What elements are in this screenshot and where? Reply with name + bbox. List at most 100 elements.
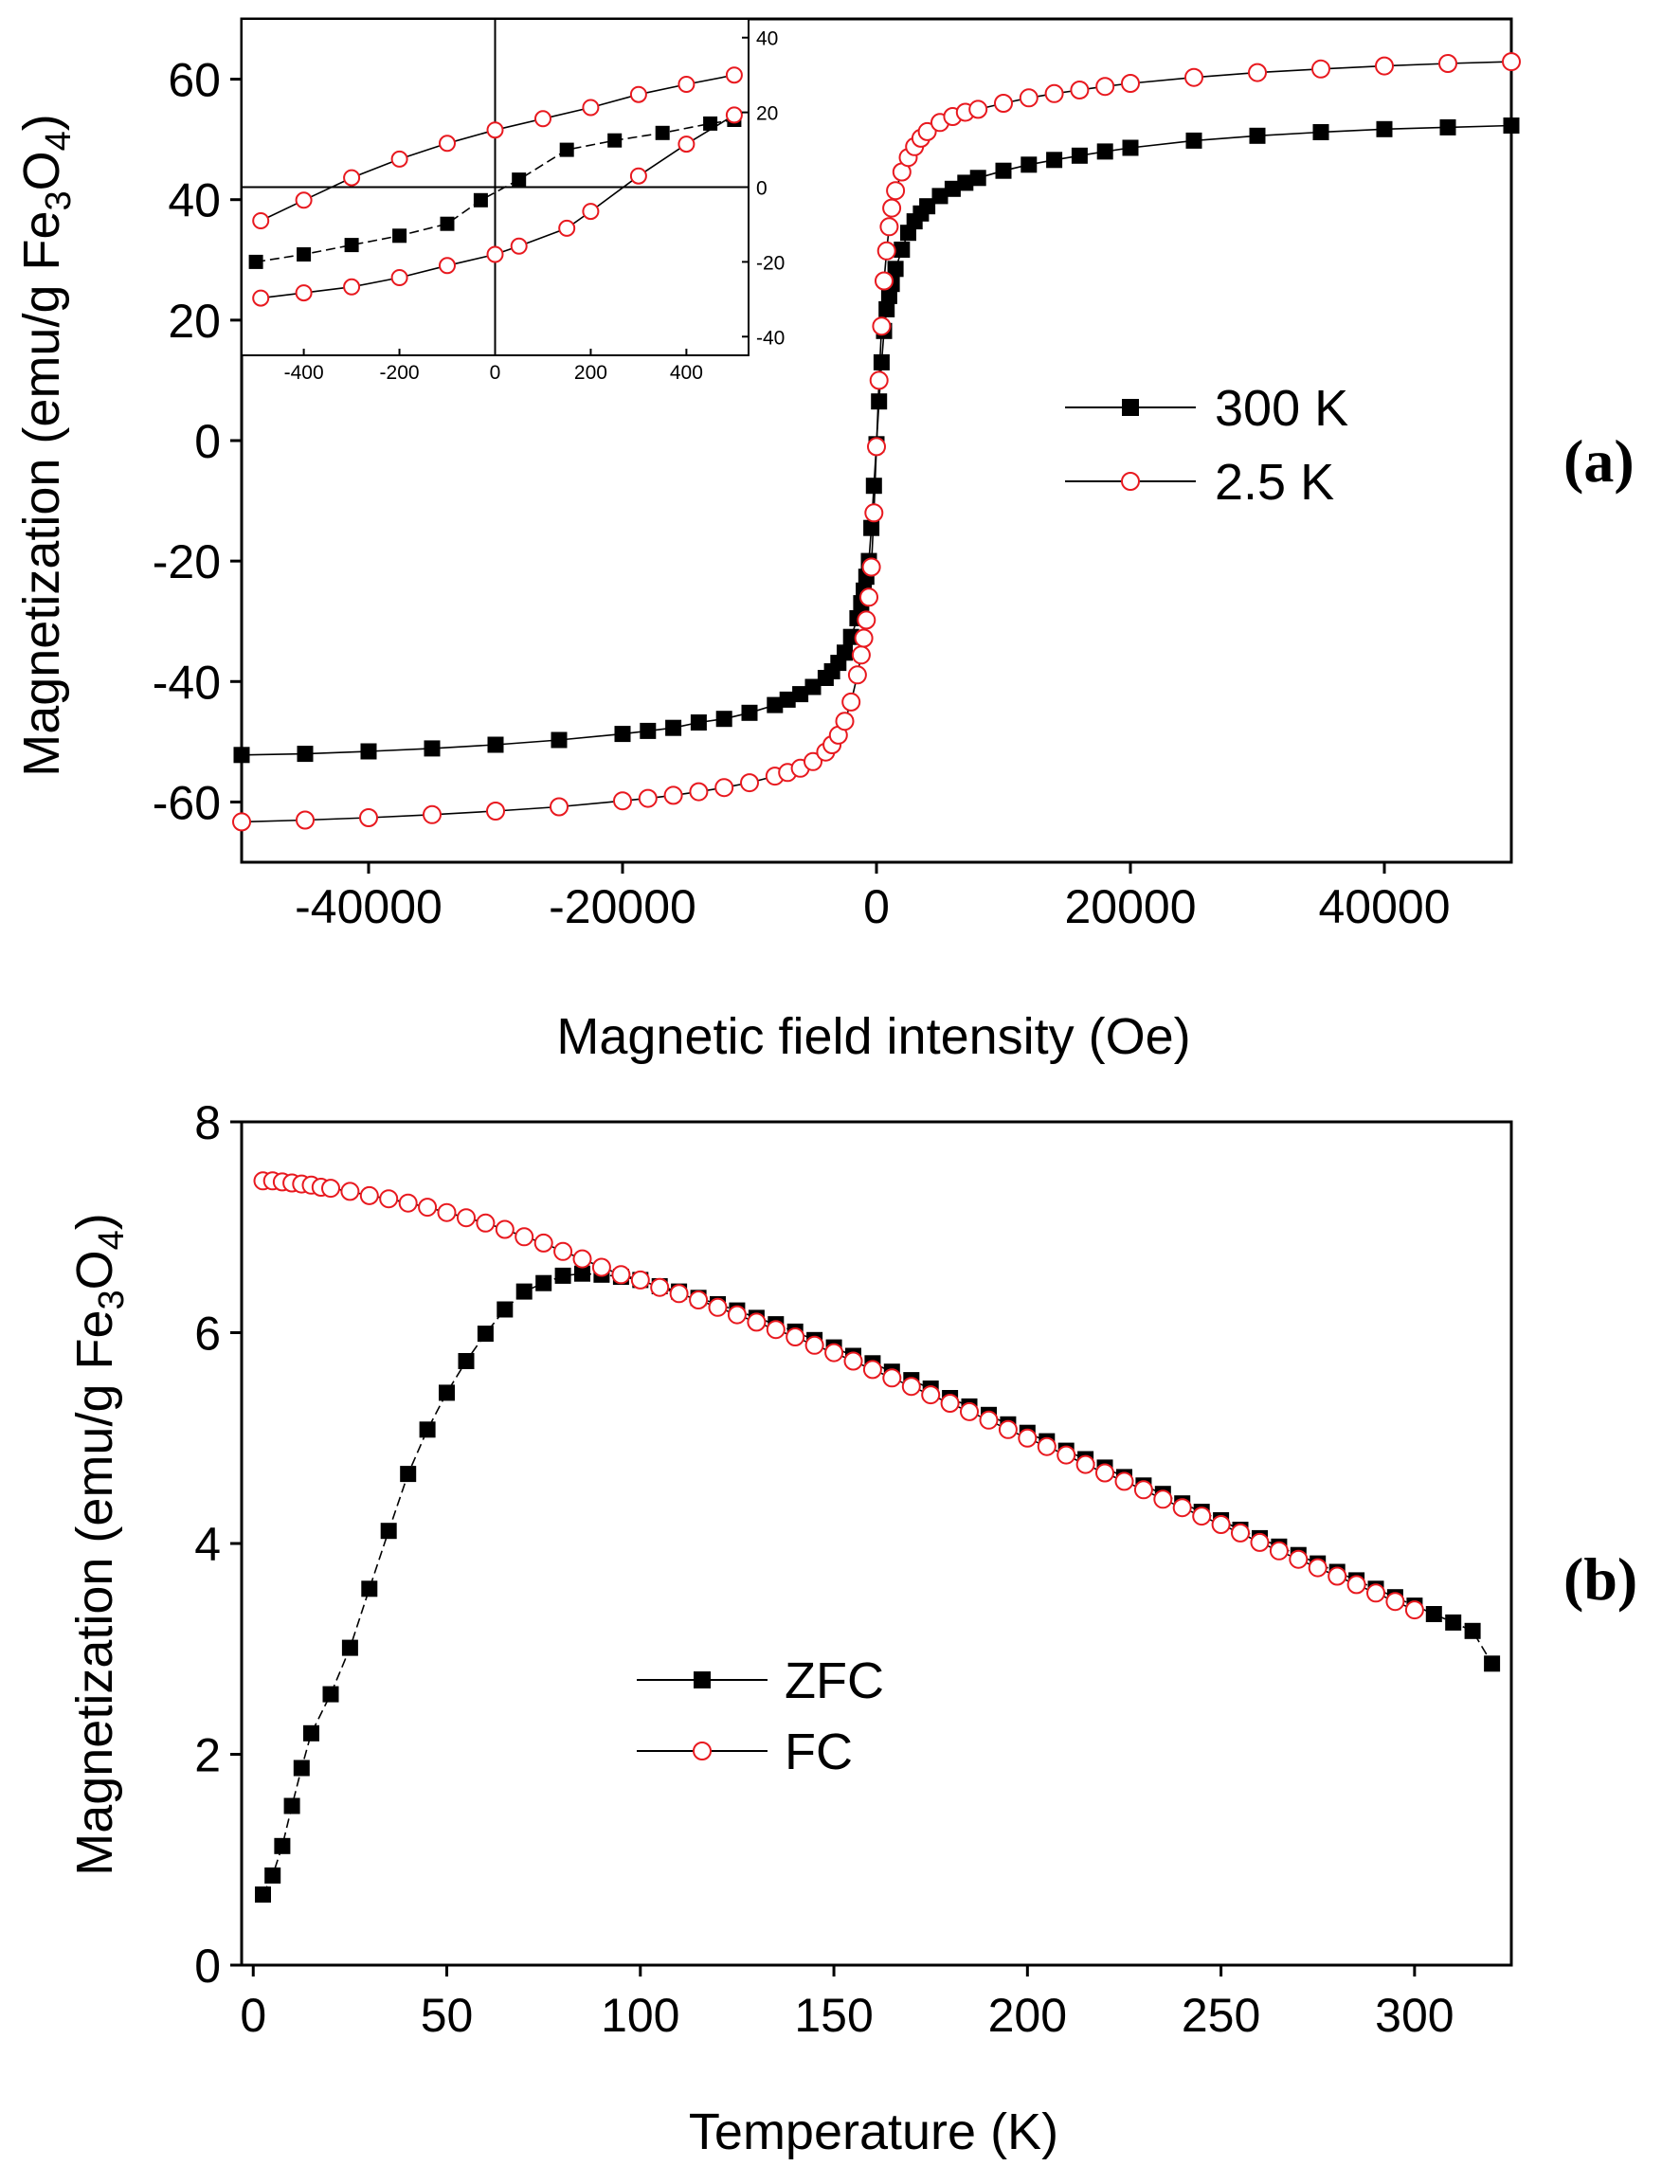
series-300k-point-35 [887,261,904,278]
inset-300k-point-9 [655,125,670,140]
chart-a-legend: 300 K 2.5 K [1065,380,1348,511]
series-fc-point-21 [591,1257,611,1277]
series-zfc-point-8 [361,1580,378,1597]
series-2-5k-point-11 [740,773,759,793]
series-300k-point-42 [944,180,961,197]
chart-a: -40000 -20000 0 20000 40000-60-40-200204060 … [13,17,1635,1065]
series-fc-point-9 [359,1185,379,1205]
x-tick-label: 0 [240,1989,266,2042]
series-300k-point-3 [424,740,441,757]
chart-b-ticks: 0 50 100 150 200 250 300 0 2 4 6 8 [194,1096,1454,2042]
inset-2-5k-asc-point-8 [582,203,600,221]
series-fc-point-49 [1133,1480,1153,1500]
x-tick-label: 300 [1375,1989,1454,2042]
series-300k-point-52 [1249,127,1266,144]
series-zfc-point-64 [1445,1614,1462,1631]
series-fc-point-31 [786,1327,805,1346]
series-300k-point-47 [1046,152,1063,169]
series-fc-point-44 [1037,1436,1057,1456]
series-fc-point-57 [1289,1549,1309,1569]
series-2-5k-point-0 [232,812,251,832]
legend-label-2-5k: 2.5 K [1215,454,1334,511]
series-fc-point-35 [862,1360,882,1380]
series-2-5k-point-27 [864,503,884,523]
inset-2-5k-desc-point-8 [629,85,647,103]
series-fc-point-51 [1172,1498,1192,1518]
series-300k-point-4 [487,736,504,753]
series-zfc-point-14 [477,1326,494,1343]
x-tick-label: -20000 [549,880,696,933]
inset-2-5k-desc-point-1 [295,191,313,209]
series-300k-point-5 [551,731,568,749]
legend-marker-300k [1122,399,1139,416]
x-tick-label: 200 [988,1989,1067,2042]
series-2-5k-point-51 [1184,67,1203,87]
inset-300k-line [255,118,735,263]
y-tick-label: 40 [168,174,221,227]
legend-label-300k: 300 K [1215,380,1348,437]
series-300k-point-10 [715,711,732,728]
y-tick-label: -60 [153,776,221,829]
series-fc-point-46 [1075,1454,1095,1474]
series-2-5k-point-24 [857,610,876,630]
series-2-5k-point-7 [638,788,658,808]
series-300k-point-49 [1096,143,1113,160]
series-300k-point-55 [1439,118,1456,135]
series-300k-point-27 [865,478,882,495]
y-tick-label: 8 [194,1096,221,1149]
series-zfc-point-11 [419,1421,436,1438]
inset-y-tick-label: 20 [756,103,778,125]
series-2-5k-point-32 [876,241,896,261]
inset-y-tick-label: 0 [756,178,768,200]
series-2-5k-point-40 [917,121,937,141]
series-zfc-point-63 [1425,1606,1442,1622]
series-zfc-point-1 [264,1867,281,1884]
series-300k-point-30 [873,353,890,370]
series-300k-point-26 [863,519,880,536]
y-tick-label: 60 [168,54,221,107]
inset-x-tick-label: -400 [284,362,324,384]
series-fc-point-48 [1114,1471,1134,1491]
series-zfc-point-10 [400,1466,417,1483]
series-fc-point-12 [418,1198,438,1218]
inset-2-5k-desc-point-9 [677,76,695,93]
series-300k-point-11 [741,704,758,721]
series-fc-point-27 [708,1297,728,1317]
series-2-5k-point-2 [359,808,378,827]
series-fc-point-28 [727,1305,747,1325]
series-300k-point-43 [957,174,974,191]
inset-300k-point-8 [607,133,623,148]
series-2-5k-point-33 [879,217,899,237]
series-300k-point-46 [1021,156,1038,173]
inset-300k-point-4 [440,216,455,231]
series-2-5k-point-26 [861,557,881,577]
series-2-5k-point-54 [1375,56,1394,76]
inset-2-5k-asc-point-10 [677,135,695,153]
legend-marker-fc [693,1742,712,1760]
series-300k-point-56 [1503,117,1520,134]
y-tick-label: 2 [194,1729,221,1782]
series-300k-point-13 [779,691,796,708]
inset-2-5k-asc-point-6 [510,237,528,255]
inset-frame [241,18,750,356]
y-tick-label: -40 [153,656,221,709]
series-fc-point-55 [1250,1532,1270,1552]
series-fc-point-20 [572,1249,592,1269]
series-fc-point-37 [901,1377,921,1397]
series-300k-point-50 [1122,139,1139,156]
series-2-5k-point-29 [869,370,889,390]
series-fc-point-33 [824,1343,844,1363]
series-300k-point-19 [837,644,853,661]
series-fc-point-50 [1153,1489,1173,1509]
x-tick-label: 20000 [1064,880,1196,933]
series-300k-point-36 [894,242,911,258]
series-fc-point-7 [321,1179,340,1199]
series-2-5k-point-23 [854,628,874,648]
inset-x-tick-label: 200 [574,362,607,384]
chart-b-frame [240,1120,1513,1967]
series-300k-point-12 [767,696,784,713]
series-fc-point-47 [1095,1463,1114,1483]
series-fc-point-41 [979,1410,999,1430]
series-zfc-point-4 [293,1760,310,1777]
inset-300k-point-2 [344,238,359,253]
